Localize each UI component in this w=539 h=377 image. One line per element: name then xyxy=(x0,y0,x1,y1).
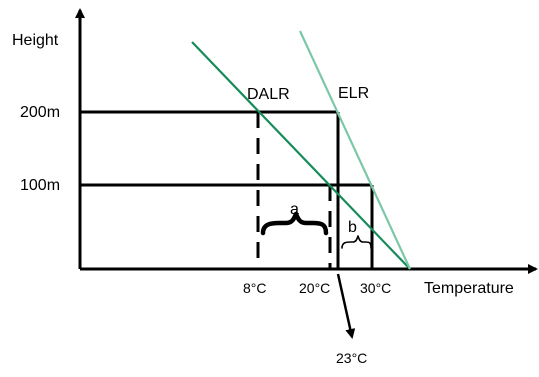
temp-8c-label: 8°C xyxy=(243,280,267,296)
height-100m-label: 100m xyxy=(20,177,60,194)
elr-label: ELR xyxy=(338,85,369,102)
dalr-label: DALR xyxy=(247,86,290,103)
temp-23c-arrow xyxy=(336,273,356,339)
y-axis-label: Height xyxy=(12,32,59,49)
temp-20c-label: 20°C xyxy=(299,280,330,296)
height-200m-label: 200m xyxy=(20,104,60,121)
bracket-b-label: b xyxy=(348,219,357,236)
temp-23c-label: 23°C xyxy=(336,350,367,366)
elr-line xyxy=(299,30,411,270)
dalr-line xyxy=(191,41,411,270)
temp-30c-label: 30°C xyxy=(360,280,391,296)
bracket-a xyxy=(260,211,329,236)
bracket-a-label: a xyxy=(290,201,299,218)
x-axis-label: Temperature xyxy=(424,280,514,297)
bracket-b xyxy=(341,235,372,249)
